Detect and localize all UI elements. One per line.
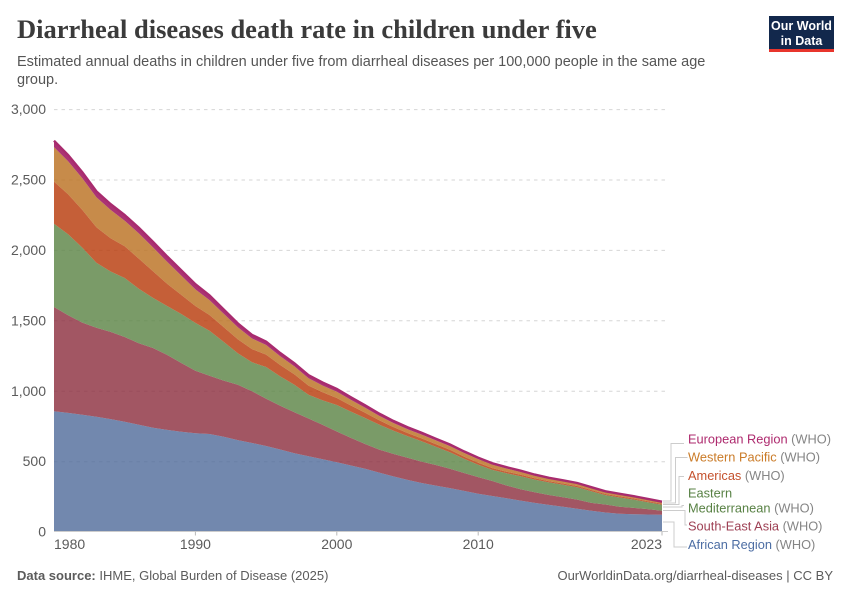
svg-text:Western Pacific (WHO): Western Pacific (WHO): [688, 450, 820, 465]
svg-text:0: 0: [38, 524, 46, 540]
svg-text:2,500: 2,500: [11, 172, 46, 188]
svg-text:2000: 2000: [321, 536, 352, 552]
svg-text:South-East Asia (WHO): South-East Asia (WHO): [688, 519, 822, 534]
svg-text:500: 500: [23, 453, 47, 469]
svg-text:Americas (WHO): Americas (WHO): [688, 468, 785, 483]
svg-text:European Region (WHO): European Region (WHO): [688, 432, 831, 447]
svg-text:Eastern: Eastern: [688, 486, 732, 501]
svg-text:2,000: 2,000: [11, 242, 46, 258]
svg-text:3,000: 3,000: [11, 101, 46, 117]
svg-text:2023: 2023: [631, 536, 662, 552]
svg-text:African Region (WHO): African Region (WHO): [688, 537, 815, 552]
svg-text:1980: 1980: [54, 536, 85, 552]
svg-text:1990: 1990: [180, 536, 211, 552]
svg-text:1,000: 1,000: [11, 383, 46, 399]
svg-text:1,500: 1,500: [11, 312, 46, 328]
svg-text:2010: 2010: [463, 536, 494, 552]
svg-text:Mediterranean (WHO): Mediterranean (WHO): [688, 500, 814, 515]
